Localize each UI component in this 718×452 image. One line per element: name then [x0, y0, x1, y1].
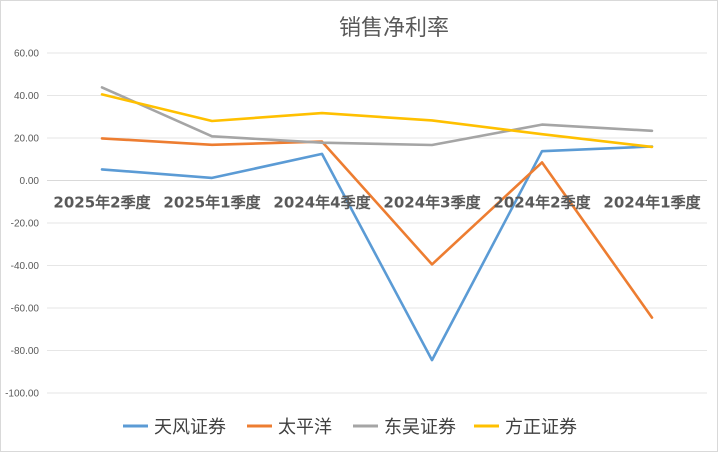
y-tick-label: 20.00: [14, 134, 39, 145]
x-tick-label: 2025年1季度: [163, 194, 261, 212]
series-line-3: [100, 93, 654, 149]
y-tick-label: -40.00: [11, 261, 40, 272]
series-line-2: [100, 86, 654, 147]
y-tick-label: 40.00: [14, 91, 39, 102]
legend: 天风证券 太平洋 东吴证券 方正证券: [123, 417, 577, 438]
y-tick-label: -60.00: [11, 304, 40, 315]
y-tick-label: 60.00: [14, 49, 39, 60]
series-line-1: [100, 137, 654, 319]
legend-label: 太平洋: [278, 417, 332, 438]
x-tick-label: 2024年2季度: [493, 194, 591, 212]
x-tick-label: 2025年2季度: [53, 194, 151, 212]
series-line-0: [100, 145, 654, 362]
legend-label: 天风证券: [154, 417, 226, 438]
y-tick-label: -100.00: [5, 389, 39, 400]
x-tick-label: 2024年1季度: [603, 194, 701, 212]
y-tick-label: -80.00: [11, 346, 40, 357]
y-tick-label: -20.00: [11, 219, 40, 230]
x-tick-labels: 2025年2季度 2025年1季度 2024年4季度 2024年3季度 2024年2季度…: [53, 194, 701, 212]
x-tick-label: 2024年4季度: [273, 194, 371, 212]
y-tick-label: 0.00: [20, 176, 40, 187]
x-tick-label: 2024年3季度: [383, 194, 481, 212]
legend-label: 东吴证券: [384, 417, 456, 438]
grid-layer: 60.00 40.00 20.00 0.00 -20.00 -40.00 -60.00 -80…: [5, 49, 707, 400]
chart-title: 销售净利率: [339, 16, 449, 41]
series-layer: [100, 86, 654, 362]
legend-label: 方正证券: [505, 417, 577, 438]
